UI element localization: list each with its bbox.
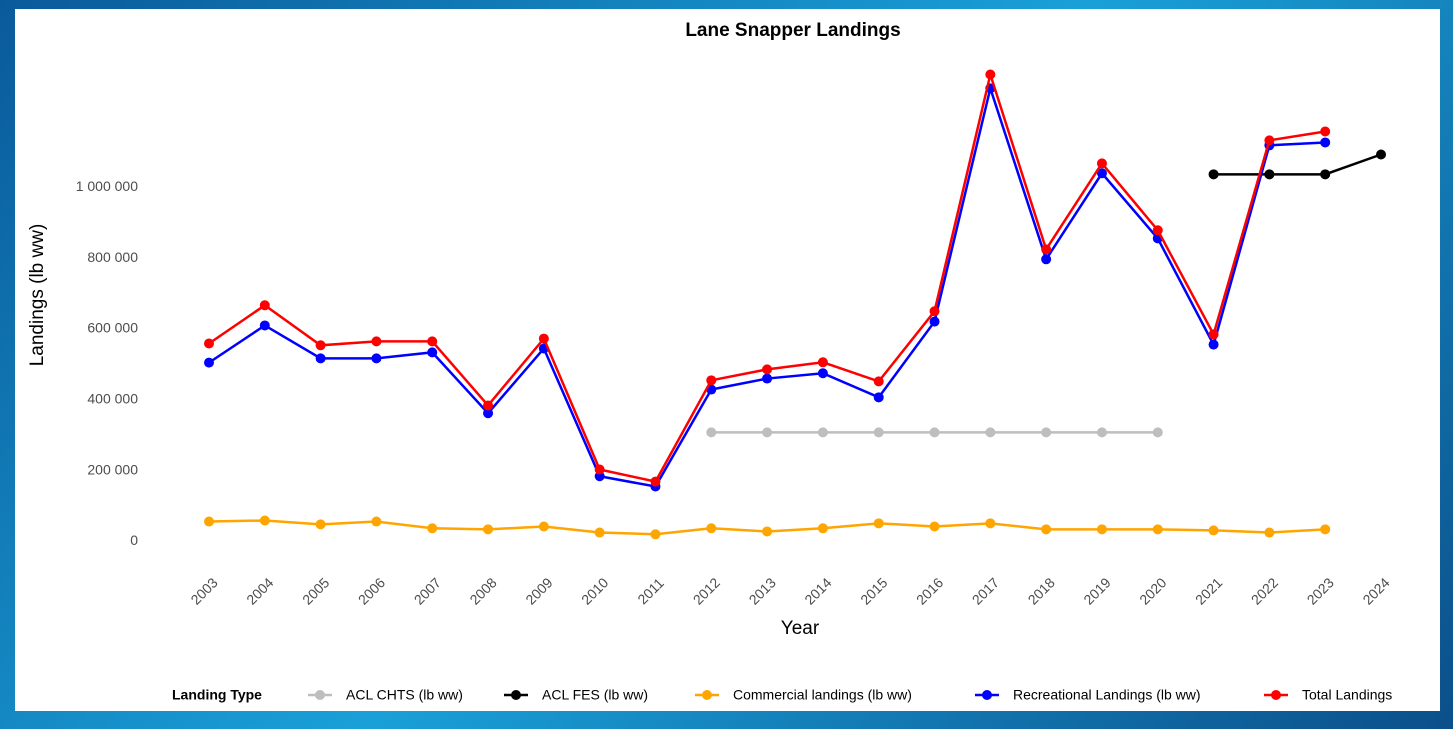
legend-label: ACL CHTS (lb ww) [346, 687, 463, 703]
y-tick-label: 0 [130, 532, 138, 548]
data-point [706, 375, 717, 386]
data-point [929, 306, 940, 317]
x-axis-title: Year [781, 618, 820, 639]
data-point [929, 316, 940, 327]
data-point [1208, 169, 1219, 180]
data-point [762, 364, 773, 375]
y-tick-label: 200 000 [87, 461, 138, 477]
data-point [706, 523, 717, 534]
data-point [873, 392, 884, 403]
data-point [1152, 225, 1163, 236]
data-point [762, 427, 773, 438]
data-point [371, 336, 382, 347]
data-point [594, 464, 605, 475]
data-point [1152, 427, 1163, 438]
y-tick-label: 400 000 [87, 391, 138, 407]
data-point [706, 427, 717, 438]
data-point [259, 515, 270, 526]
data-point [315, 353, 326, 364]
data-point [929, 427, 940, 438]
data-point [1208, 329, 1219, 340]
legend-label: Total Landings [1302, 687, 1392, 703]
legend-dot [1271, 690, 1281, 700]
data-point [929, 521, 940, 532]
data-point [1320, 524, 1331, 535]
data-point [985, 427, 996, 438]
data-point [762, 526, 773, 537]
data-point [650, 476, 661, 487]
data-point [650, 529, 661, 540]
data-point [483, 408, 494, 419]
legend-dot [982, 690, 992, 700]
data-point [762, 373, 773, 384]
data-point [371, 516, 382, 527]
y-tick-label: 1 000 000 [76, 178, 138, 194]
data-point [1096, 168, 1107, 179]
data-point [1264, 169, 1275, 180]
data-point [259, 320, 270, 331]
data-point [1152, 524, 1163, 535]
data-point [1041, 524, 1052, 535]
data-point [538, 333, 549, 344]
data-point [1320, 169, 1331, 180]
data-point [985, 69, 996, 80]
legend-label: Commercial landings (lb ww) [733, 687, 912, 703]
data-point [873, 427, 884, 438]
data-point [371, 353, 382, 364]
data-point [204, 516, 214, 527]
data-point [427, 523, 438, 534]
legend-dot [702, 690, 712, 700]
data-point [1376, 149, 1387, 160]
data-point [259, 300, 270, 311]
data-point [1208, 339, 1219, 350]
panel [15, 9, 1440, 711]
data-point [483, 400, 494, 411]
data-point [817, 357, 828, 368]
data-point [1041, 254, 1052, 265]
data-point [1041, 427, 1052, 438]
legend-label: ACL FES (lb ww) [542, 687, 648, 703]
legend-title: Landing Type [172, 687, 262, 703]
data-point [1320, 137, 1331, 148]
data-point [873, 518, 884, 529]
data-point [1320, 126, 1331, 137]
data-point [1096, 524, 1107, 535]
data-point [817, 368, 828, 379]
data-point [315, 340, 326, 351]
data-point [1041, 244, 1052, 255]
legend-dot [315, 690, 325, 700]
data-point [204, 338, 214, 349]
data-point [873, 376, 884, 387]
y-axis-title: Landings (lb ww) [27, 224, 48, 367]
data-point [1096, 158, 1107, 169]
data-point [427, 347, 438, 358]
data-point [985, 518, 996, 529]
legend-dot [511, 690, 521, 700]
data-point [1264, 135, 1275, 146]
data-point [483, 524, 494, 535]
data-point [427, 336, 438, 347]
data-point [1208, 525, 1219, 536]
legend-label: Recreational Landings (lb ww) [1013, 687, 1201, 703]
chart-title: Lane Snapper Landings [685, 20, 900, 41]
data-point [1096, 427, 1107, 438]
y-tick-label: 800 000 [87, 249, 138, 265]
data-point [1264, 527, 1275, 538]
data-point [817, 523, 828, 534]
data-point [204, 357, 214, 368]
y-tick-label: 600 000 [87, 320, 138, 336]
data-point [538, 521, 549, 532]
data-point [817, 427, 828, 438]
data-point [594, 527, 605, 538]
data-point [315, 519, 326, 530]
series-line [1213, 153, 1382, 176]
